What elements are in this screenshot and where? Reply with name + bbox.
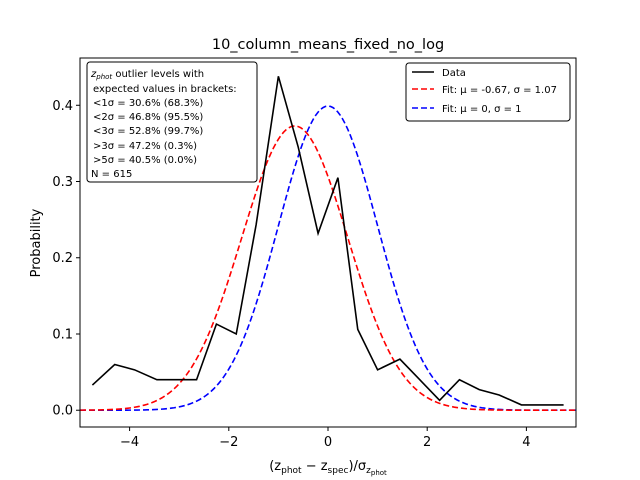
fit-curve-red <box>79 125 576 412</box>
x-tick-label: −2 <box>219 435 238 450</box>
annotation-line-7: >5σ = 40.5% (0.0%) <box>93 155 197 166</box>
y-tick-label: 0.0 <box>52 404 73 419</box>
annotation-line-1: zphot outlier levels with <box>90 69 204 81</box>
annotation-line-8: N = 615 <box>91 169 132 180</box>
annotation-line-5: <3σ = 52.8% (99.7%) <box>93 126 203 137</box>
x-axis-label: (zphot − zspec)/σzphot <box>269 459 387 477</box>
annotation-line-2: expected values in brackets: <box>93 84 237 95</box>
legend-label-data: Data <box>442 68 466 79</box>
legend-label-fit-blue: Fit: μ = 0, σ = 1 <box>442 104 522 115</box>
annotation-line-3: <1σ = 30.6% (68.3%) <box>93 98 203 109</box>
y-tick-label: 0.4 <box>52 99 73 114</box>
annotation-line-6: >3σ = 47.2% (0.3%) <box>93 141 197 152</box>
legend: Data Fit: μ = -0.67, σ = 1.07 Fit: μ = 0… <box>405 62 571 122</box>
x-tick-label: 2 <box>423 435 431 450</box>
annotation-line-4: <2σ = 46.8% (95.5%) <box>93 112 203 123</box>
data-line <box>91 76 564 406</box>
y-axis: 0.0 0.1 0.2 0.3 0.4 <box>52 99 80 419</box>
annotation-box <box>86 61 258 183</box>
x-tick-label: 0 <box>324 435 332 450</box>
fit-curve-blue <box>80 105 576 412</box>
y-tick-label: 0.2 <box>52 251 73 266</box>
x-tick-label: −4 <box>120 435 139 450</box>
series-lines <box>79 76 576 412</box>
legend-label-fit-red: Fit: μ = -0.67, σ = 1.07 <box>442 85 557 96</box>
y-tick-label: 0.1 <box>52 327 73 342</box>
y-axis-label: Probability <box>29 208 44 277</box>
outlier-annotation: zphot outlier levels with expected value… <box>86 61 258 183</box>
x-axis: −4 −2 0 2 4 <box>120 427 531 450</box>
x-tick-label: 4 <box>522 435 530 450</box>
y-tick-label: 0.3 <box>52 175 73 190</box>
chart-title: 10_column_means_fixed_no_log <box>212 37 444 53</box>
legend-box <box>405 62 571 122</box>
